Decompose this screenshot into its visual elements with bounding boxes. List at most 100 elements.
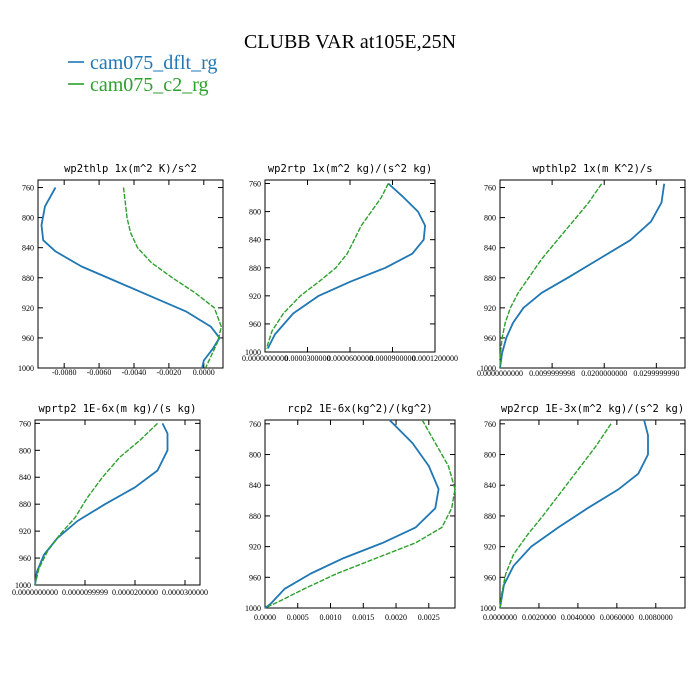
- series-line-dflt: [40, 187, 221, 369]
- y-tick-label: 800: [249, 451, 261, 460]
- x-tick-label: 0.0001200000: [412, 354, 458, 363]
- y-tick-label: 880: [484, 274, 496, 283]
- figure-title: CLUBB VAR at105E,25N: [244, 31, 456, 53]
- y-tick-label: 880: [249, 264, 261, 273]
- y-tick-label: 1000: [18, 364, 34, 373]
- y-tick-label: 760: [484, 184, 496, 193]
- y-tick-label: 960: [249, 320, 261, 329]
- panel-5: rcp2 1E-6x(kg^2)/(kg^2) 760 800 840 880 920 96…: [245, 403, 456, 622]
- x-tick-label: 0.0010: [320, 613, 342, 622]
- x-tick-label: 0.0020: [385, 613, 407, 622]
- panel-title: wp2thlp 1x(m^2 K)/s^2: [64, 163, 197, 175]
- y-tick-label: 960: [19, 554, 31, 563]
- legend: cam075_dflt_rg cam075_c2_rg: [68, 52, 217, 96]
- series-line-c2: [34, 422, 158, 586]
- plot-frame: [264, 179, 436, 353]
- y-tick-label: 800: [484, 451, 496, 460]
- series-line-c2: [499, 183, 603, 369]
- y-tick-label: 760: [249, 180, 261, 189]
- y-tick-label: 960: [484, 573, 496, 582]
- y-tick-label: 920: [19, 527, 31, 536]
- y-tick-label: 760: [19, 419, 31, 428]
- plot-frame: [499, 419, 686, 609]
- x-tick-label: 0.0000200000: [112, 588, 158, 597]
- series-line-dflt: [266, 182, 427, 349]
- y-tick-label: 840: [249, 236, 261, 245]
- y-tick-label: 880: [249, 512, 261, 521]
- y-tick-label: 920: [249, 292, 261, 301]
- y-tick-label: 840: [19, 473, 31, 482]
- y-tick-label: 920: [484, 304, 496, 313]
- plot-frame: [37, 179, 224, 369]
- y-tick-label: 840: [22, 244, 34, 253]
- panel-3: wpthlp2 1x(m K^2)/s 760 800 840 880 920 960 100…: [477, 163, 686, 378]
- series-line-dflt: [264, 419, 440, 609]
- x-tick-label: 0.0000000000: [12, 588, 58, 597]
- y-tick-label: 1000: [480, 364, 496, 373]
- x-tick-label: 0.0000: [254, 613, 276, 622]
- y-tick-label: 880: [22, 274, 34, 283]
- y-tick-label: 840: [484, 481, 496, 490]
- legend-label-c2: cam075_c2_rg: [90, 74, 209, 96]
- x-tick-label: 0.0015: [352, 613, 374, 622]
- x-tick-label: 0.0000000: [483, 613, 517, 622]
- x-tick-label: 0.0005: [287, 613, 309, 622]
- plot-frame: [34, 419, 201, 586]
- y-tick-label: 840: [249, 481, 261, 490]
- x-tick-label: 0.0000600000: [327, 354, 373, 363]
- panel-1: wp2thlp 1x(m^2 K)/s^2 760 800 840 880 920 960 1…: [18, 163, 224, 377]
- x-tick-label: -0.0020: [157, 368, 182, 377]
- panel-title: wprtp2 1E-6x(m kg)/(s kg): [38, 403, 196, 415]
- series-line-dflt: [499, 183, 666, 369]
- y-tick-label: 1000: [15, 581, 31, 590]
- y-tick-label: 840: [484, 244, 496, 253]
- x-tick-label: 0.0080000: [639, 613, 673, 622]
- x-tick-label: 0.0040000: [561, 613, 595, 622]
- y-tick-label: 920: [22, 304, 34, 313]
- panel-title: wpthlp2 1x(m K^2)/s: [532, 163, 652, 175]
- y-tick-label: 960: [249, 573, 261, 582]
- x-tick-label: 0.0000300000: [162, 588, 208, 597]
- y-tick-label: 800: [484, 214, 496, 223]
- x-tick-label: 0.0025: [418, 613, 440, 622]
- plot-frame: [264, 419, 456, 609]
- x-tick-label: 0.0000900000: [370, 354, 416, 363]
- series-line-c2: [122, 187, 223, 369]
- y-tick-label: 800: [19, 446, 31, 455]
- y-tick-label: 760: [484, 420, 496, 429]
- x-tick-label: 0.0000300000: [285, 354, 331, 363]
- x-tick-label: 0.0000: [193, 368, 215, 377]
- plot-frame: [499, 179, 686, 369]
- y-tick-label: 880: [484, 512, 496, 521]
- series-line-dflt: [499, 419, 649, 609]
- y-tick-label: 800: [22, 214, 34, 223]
- panel-title: wp2rcp 1E-3x(m^2 kg)/(s^2 kg): [501, 403, 684, 415]
- x-tick-label: 0.0000000000: [477, 369, 523, 378]
- x-tick-label: 0.0020000: [522, 613, 556, 622]
- x-tick-label: 0.0099999998: [529, 369, 575, 378]
- x-tick-label: 0.0000000000: [242, 354, 288, 363]
- x-tick-label: 0.0299999990: [633, 369, 679, 378]
- legend-label-dflt: cam075_dflt_rg: [90, 52, 217, 74]
- y-tick-label: 1000: [245, 348, 261, 357]
- panel-title: wp2rtp 1x(m^2 kg)/(s^2 kg): [268, 163, 432, 175]
- y-tick-label: 760: [249, 420, 261, 429]
- y-tick-label: 1000: [480, 604, 496, 613]
- x-tick-label: 0.0200000000: [581, 369, 627, 378]
- series-line-c2: [499, 423, 612, 609]
- series-line-c2: [265, 183, 389, 349]
- x-tick-label: -0.0060: [87, 368, 112, 377]
- y-tick-label: 920: [249, 543, 261, 552]
- panel-2: wp2rtp 1x(m^2 kg)/(s^2 kg) 760 800 840 880 92…: [242, 163, 458, 363]
- y-tick-label: 960: [484, 334, 496, 343]
- y-tick-label: 880: [19, 500, 31, 509]
- x-tick-label: 0.0000099999: [62, 588, 108, 597]
- panels: wp2thlp 1x(m^2 K)/s^2 760 800 840 880 920 960 1…: [12, 163, 686, 622]
- panel-6: wp2rcp 1E-3x(m^2 kg)/(s^2 kg) 760 800 840 88…: [480, 403, 686, 622]
- x-tick-label: 0.0060000: [600, 613, 634, 622]
- y-tick-label: 960: [22, 334, 34, 343]
- series-line-c2: [264, 419, 456, 609]
- y-tick-label: 800: [249, 208, 261, 217]
- series-line-dflt: [34, 423, 169, 586]
